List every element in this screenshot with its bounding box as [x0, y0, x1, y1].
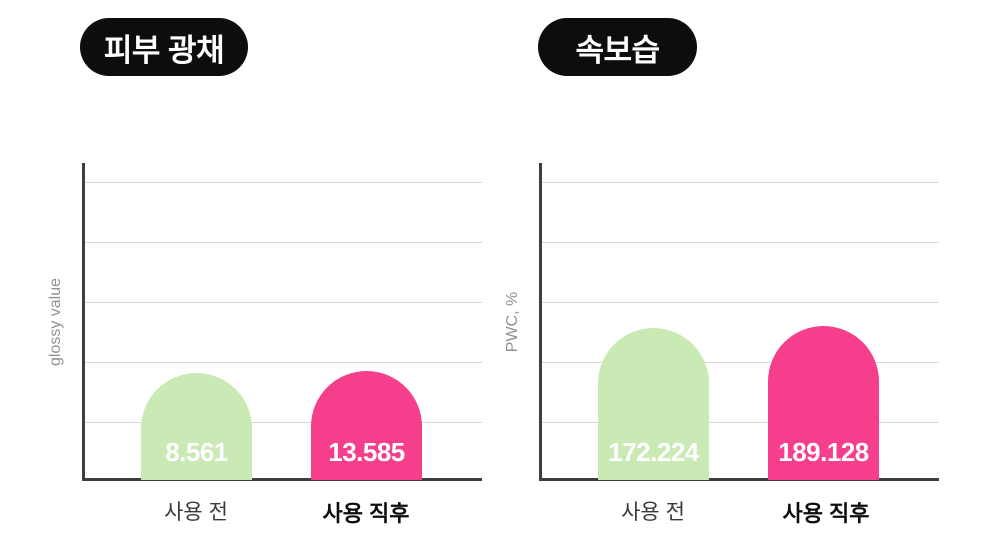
chart1-y-axis: [82, 163, 85, 481]
chart2-bar-after-use: 189.128: [768, 326, 879, 480]
gridline: [83, 182, 482, 183]
chart1-bar-after-value: 13.585: [328, 437, 405, 467]
gridline: [83, 302, 482, 303]
chart2-x-tick-after: 사용 직후: [782, 501, 870, 526]
chart1-plot-area: 8.561 13.585: [82, 163, 482, 481]
chart1-bar-after-use: 13.585: [311, 371, 422, 480]
gridline: [83, 422, 482, 423]
gridline: [540, 302, 939, 303]
gridline: [540, 422, 939, 423]
chart1-x-axis: [82, 478, 482, 481]
chart1-title-pill: 피부 광채: [80, 18, 248, 76]
chart1-title: 피부 광채: [103, 32, 225, 68]
chart2-plot-area: 172.224 189.128: [539, 163, 939, 481]
gridline: [540, 182, 939, 183]
chart2-title-pill: 속보습: [538, 18, 697, 76]
chart1-bar-before-use: 8.561: [141, 373, 252, 480]
gridline: [540, 362, 939, 363]
gridline: [83, 362, 482, 363]
chart2-title: 속보습: [575, 32, 660, 68]
chart1-bar-before-value: 8.561: [165, 437, 228, 467]
chart2-bar-after-value: 189.128: [778, 437, 869, 467]
chart2-y-axis: [539, 163, 542, 481]
chart2-bar-before-value: 172.224: [608, 437, 699, 467]
chart2-x-tick-before: 사용 전: [621, 501, 685, 524]
gridline: [83, 242, 482, 243]
gridline: [540, 242, 939, 243]
chart1-x-tick-before: 사용 전: [164, 501, 228, 524]
chart2-bar-before-use: 172.224: [598, 328, 709, 480]
chart2-x-axis: [539, 478, 939, 481]
chart2-y-axis-label: PWC, %: [504, 291, 521, 353]
chart1-y-axis-label: glossy value: [47, 277, 64, 367]
chart1-x-tick-after: 사용 직후: [322, 501, 410, 526]
